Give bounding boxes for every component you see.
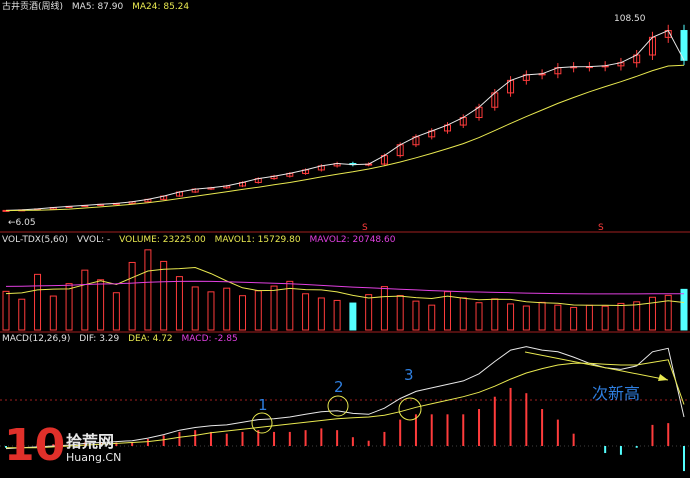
dea-line [6, 359, 685, 449]
volume-bar [160, 260, 168, 331]
volume-bar [207, 291, 215, 331]
volume-bar [428, 304, 436, 331]
volume-bar [2, 290, 10, 331]
volume-bar [475, 302, 483, 331]
annotation-circle-1 [251, 412, 273, 434]
vol-title: VOL-TDX(5,60) [2, 235, 69, 245]
macd-panel [5, 346, 685, 472]
volume-bar [144, 249, 152, 331]
low-price-label: ←6.05 [8, 218, 36, 228]
mavol2-label: MAVOL2: 20748.60 [309, 235, 396, 245]
volume-bar [554, 304, 562, 331]
volume-bar [617, 302, 625, 331]
volume-bar [365, 294, 373, 331]
price-panel [2, 24, 688, 212]
volume-bar [18, 298, 26, 331]
macd-title: MACD(12,26,9) [2, 334, 71, 344]
volume-bar [302, 293, 310, 331]
volume-bar [459, 297, 467, 331]
volume-bar [112, 292, 120, 331]
volume-bar [223, 287, 231, 331]
volume-bar [254, 290, 262, 331]
volume-bar [443, 291, 451, 331]
volume-header: VOL-TDX(5,60) VVOL: - VOLUME: 23225.00 M… [2, 235, 401, 246]
ma5-label: MA5: 87.90 [71, 2, 124, 12]
price-title: 古井贡酒(周线) [2, 2, 64, 12]
trend-arrow-line [524, 351, 669, 381]
volume-bar [128, 261, 136, 331]
volume-bar [522, 305, 530, 331]
signal-marker-s2: S [598, 223, 604, 233]
signal-marker-s1: S [362, 223, 368, 233]
candle-body [680, 30, 688, 61]
volume-bar [317, 297, 325, 331]
volume-panel [2, 249, 688, 331]
volume-label: VOLUME: 23225.00 [119, 235, 206, 245]
volume-bar [349, 302, 357, 331]
trend-arrow-head [658, 374, 668, 381]
annotation-number-3: 3 [404, 366, 414, 384]
logo-digits: 10 [4, 420, 66, 471]
macd-header: MACD(12,26,9) DIF: 3.29 DEA: 4.72 MACD: … [2, 334, 244, 345]
volume-bar [585, 304, 593, 331]
volume-bar [333, 299, 341, 331]
annotation-circle-2 [327, 395, 349, 417]
dif-label: DIF: 3.29 [79, 334, 120, 344]
watermark-logo: 10 拾荒网 Huang.CN [4, 420, 121, 471]
mavol1-label: MAVOL1: 15729.80 [214, 235, 301, 245]
new-high-annotation: 次新高 [592, 384, 641, 403]
volume-bar [81, 269, 89, 331]
volume-bar [491, 298, 499, 331]
mavol2-line [5, 280, 685, 295]
volume-bar [34, 273, 42, 331]
volume-bar [380, 286, 388, 331]
volume-bar [601, 305, 609, 331]
volume-bar [97, 279, 105, 331]
dea-label: DEA: 4.72 [128, 334, 173, 344]
volume-bar [65, 283, 73, 331]
annotation-number-1: 1 [258, 396, 268, 414]
volume-bar [175, 276, 183, 331]
volume-bar [396, 295, 404, 331]
volume-bar [680, 288, 688, 331]
macd-label: MACD: -2.85 [181, 334, 238, 344]
volume-bar [507, 303, 515, 331]
ma24-line [5, 64, 685, 212]
ma5-line [5, 29, 685, 211]
logo-url: Huang.CN [66, 451, 122, 464]
volume-bar [49, 295, 57, 331]
volume-bar [286, 280, 294, 331]
high-price-label: 108.50 [614, 14, 646, 24]
annotation-circle-3 [398, 397, 422, 421]
volume-bar [191, 286, 199, 331]
dif-line [5, 346, 685, 450]
volume-bar [648, 296, 656, 331]
ma24-label: MA24: 85.24 [132, 2, 190, 12]
price-header: 古井贡酒(周线) MA5: 87.90 MA24: 85.24 [2, 2, 195, 13]
volume-bar [412, 300, 420, 331]
volume-bar [570, 306, 578, 331]
volume-bar [239, 295, 247, 331]
logo-brand: 拾荒网 [66, 432, 115, 451]
volume-bar [270, 285, 278, 331]
vvol-label: VVOL: - [76, 235, 111, 245]
annotation-number-2: 2 [334, 378, 344, 396]
volume-bar [664, 294, 672, 331]
volume-bar [633, 301, 641, 331]
volume-bar [538, 301, 546, 331]
